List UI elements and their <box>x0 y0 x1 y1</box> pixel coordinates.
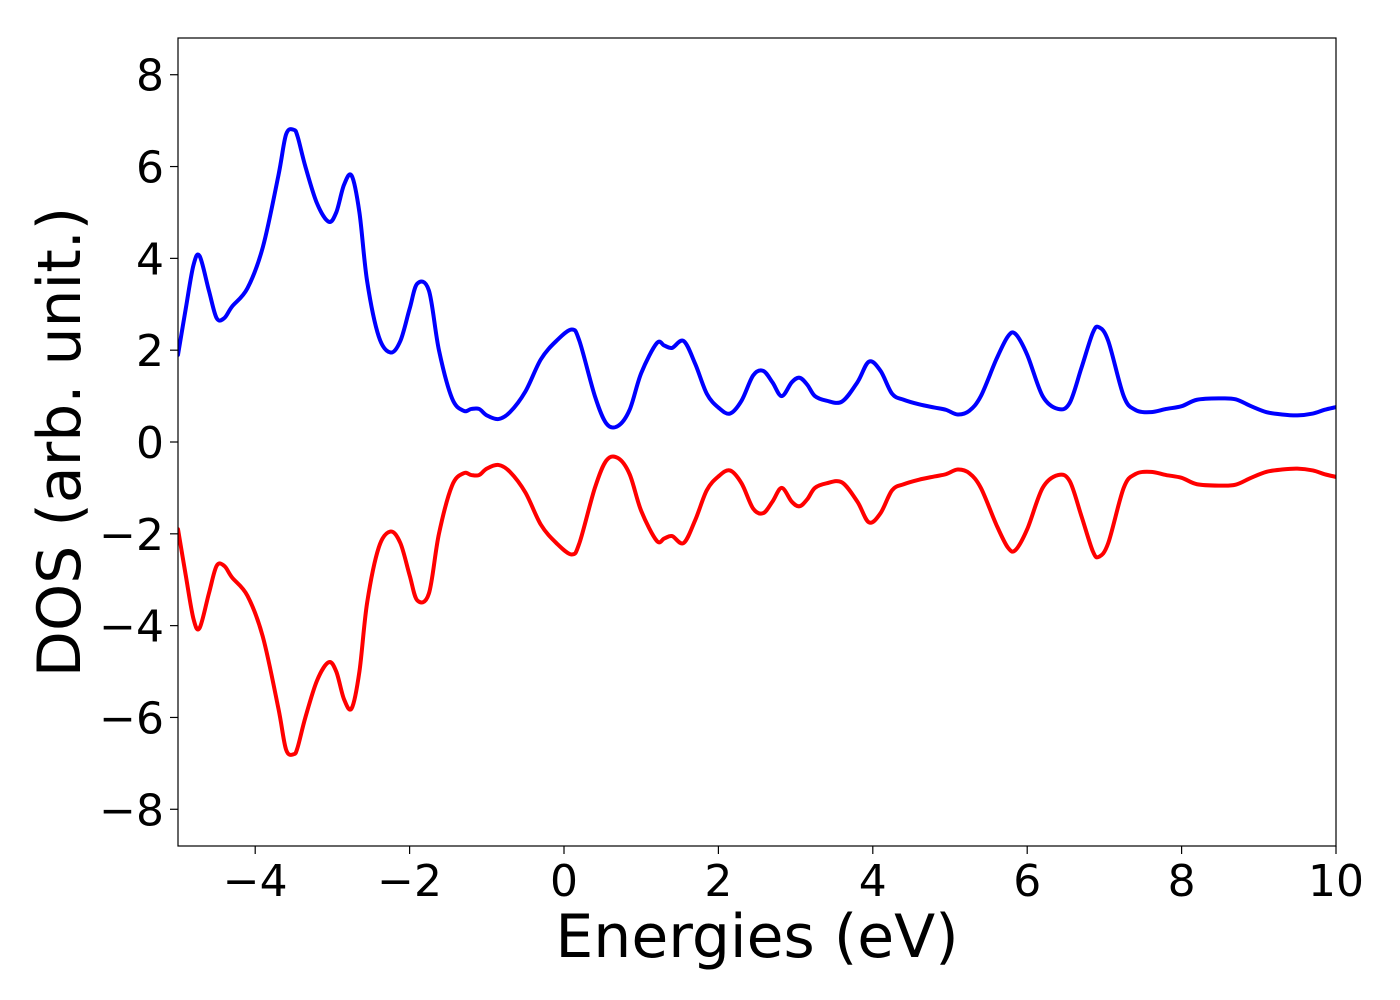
y-axis: −8 −6 −4 −2 0 2 4 6 8 <box>99 51 178 836</box>
x-tick-label: 2 <box>704 856 732 907</box>
series-line-spin-down <box>178 454 1336 757</box>
series-line-spin-up <box>178 127 1336 430</box>
y-tick-label: −4 <box>99 602 164 653</box>
x-axis-title: Energies (eV) <box>555 902 958 972</box>
series-layer <box>178 127 1336 757</box>
x-tick-label: 0 <box>550 856 578 907</box>
x-tick-label: 8 <box>1168 856 1196 907</box>
x-tick-label: 6 <box>1013 856 1041 907</box>
x-tick-label: −4 <box>223 856 288 907</box>
y-tick-label: −2 <box>99 510 164 561</box>
y-tick-label: 6 <box>136 143 164 194</box>
x-tick-label: 10 <box>1308 856 1364 907</box>
y-tick-label: −8 <box>99 785 164 836</box>
y-tick-label: −6 <box>99 693 164 744</box>
x-tick-label: −2 <box>377 856 442 907</box>
y-tick-label: 8 <box>136 51 164 102</box>
y-tick-label: 4 <box>136 234 164 285</box>
y-tick-label: 2 <box>136 326 164 377</box>
x-tick-label: 4 <box>859 856 887 907</box>
y-tick-label: 0 <box>136 418 164 469</box>
x-axis: −4 −2 0 2 4 6 8 10 <box>223 846 1364 907</box>
y-axis-title: DOS (arb. unit.) <box>25 207 95 677</box>
